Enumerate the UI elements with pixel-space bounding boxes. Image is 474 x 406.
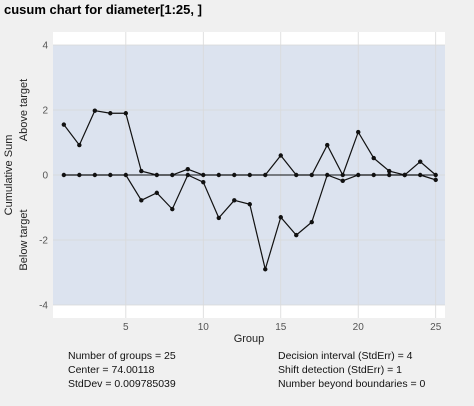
data-point bbox=[294, 172, 299, 178]
x-tick-label: 25 bbox=[430, 322, 442, 333]
below-target-label: Below target bbox=[18, 209, 30, 270]
data-point bbox=[340, 172, 345, 178]
stat-shift-detection: Shift detection (StdErr) = 1 bbox=[278, 364, 403, 376]
data-point bbox=[201, 179, 206, 185]
data-point bbox=[247, 202, 252, 207]
data-point bbox=[325, 142, 330, 148]
data-point bbox=[77, 142, 82, 148]
data-point bbox=[418, 172, 423, 178]
data-point bbox=[232, 172, 237, 178]
data-point bbox=[340, 178, 345, 184]
data-point bbox=[387, 172, 392, 178]
y-axis-title: Cumulative Sum bbox=[3, 135, 15, 216]
y-tick-label: 0 bbox=[42, 171, 48, 182]
data-point bbox=[92, 172, 98, 178]
data-point bbox=[418, 159, 423, 164]
data-point bbox=[139, 198, 144, 203]
stat-groups: Number of groups = 25 bbox=[68, 350, 176, 362]
data-point bbox=[433, 172, 438, 178]
data-point bbox=[108, 111, 113, 116]
data-point bbox=[139, 168, 144, 174]
axis-ticks: 5 10 15 20 25 -4 -2 0 2 4 bbox=[39, 41, 442, 334]
data-point bbox=[325, 172, 330, 178]
chart-title: cusum chart for diameter[1:25, ] bbox=[4, 2, 202, 17]
data-point bbox=[247, 172, 252, 178]
data-point bbox=[278, 215, 283, 220]
data-point bbox=[309, 219, 314, 225]
y-tick-label: 2 bbox=[42, 106, 48, 117]
data-point bbox=[170, 206, 175, 212]
data-point bbox=[433, 177, 438, 183]
data-point bbox=[108, 172, 113, 178]
data-point bbox=[154, 172, 160, 178]
above-target-label: Above target bbox=[18, 79, 30, 141]
x-axis-title: Group bbox=[234, 333, 265, 345]
data-point bbox=[278, 153, 283, 158]
data-point bbox=[216, 215, 221, 221]
y-tick-label: 4 bbox=[42, 41, 48, 52]
data-point bbox=[61, 172, 67, 178]
data-point bbox=[294, 232, 299, 238]
series-layer bbox=[61, 108, 438, 272]
data-point bbox=[263, 172, 268, 178]
data-point bbox=[356, 129, 361, 135]
stat-beyond-boundaries: Number beyond boundaries = 0 bbox=[278, 378, 426, 390]
data-point bbox=[371, 155, 376, 161]
data-point bbox=[356, 172, 361, 178]
x-tick-label: 15 bbox=[275, 322, 287, 333]
x-tick-label: 5 bbox=[123, 322, 129, 333]
data-point bbox=[77, 172, 82, 178]
data-point bbox=[371, 172, 376, 178]
data-point bbox=[387, 168, 392, 174]
data-point bbox=[123, 111, 129, 116]
data-point bbox=[216, 172, 221, 178]
stat-stddev: StdDev = 0.009785039 bbox=[68, 378, 176, 390]
data-point bbox=[185, 172, 190, 178]
data-point bbox=[309, 172, 314, 178]
y-tick-label: -4 bbox=[39, 301, 48, 312]
data-point bbox=[402, 172, 407, 178]
data-point bbox=[170, 172, 175, 178]
data-point bbox=[232, 198, 237, 203]
stat-decision-interval: Decision interval (StdErr) = 4 bbox=[278, 350, 413, 362]
data-point bbox=[154, 190, 160, 196]
y-tick-label: -2 bbox=[39, 236, 48, 247]
data-point bbox=[263, 267, 268, 272]
data-point bbox=[92, 108, 98, 113]
stat-center: Center = 74.00118 bbox=[68, 364, 155, 376]
x-tick-label: 10 bbox=[198, 322, 210, 333]
data-point bbox=[201, 172, 206, 178]
x-tick-label: 20 bbox=[353, 322, 365, 333]
data-point bbox=[61, 122, 67, 127]
data-point bbox=[123, 172, 129, 178]
data-point bbox=[185, 166, 190, 172]
